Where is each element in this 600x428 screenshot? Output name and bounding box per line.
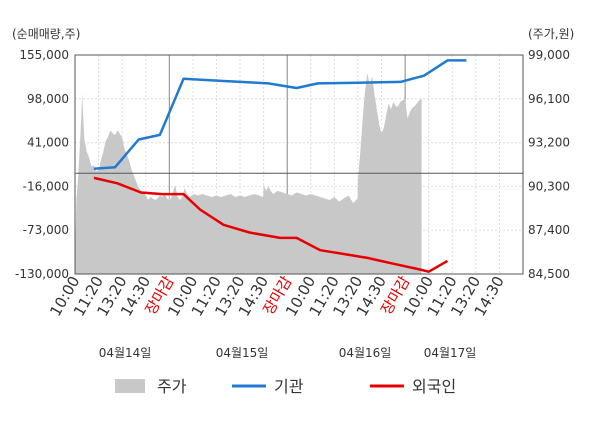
plot-frame — [74, 54, 524, 275]
price-area-series — [75, 73, 422, 274]
left-tick-label: -130,000 — [15, 267, 69, 281]
right-axis-ticks: 99,000 96,100 93,200 90,300 87,400 84,500 — [528, 48, 570, 281]
left-axis-unit: (순매매량,주) — [12, 27, 80, 41]
left-tick-label: 41,000 — [27, 136, 69, 150]
right-axis-unit: (주가,원) — [528, 27, 574, 41]
legend: 주가 기관 외국인 — [115, 377, 456, 396]
right-tick-label: 90,300 — [528, 179, 570, 193]
foreigner-line — [93, 176, 449, 273]
legend-label: 기관 — [274, 377, 304, 396]
right-tick-label: 99,000 — [528, 48, 570, 62]
x-axis-ticks: 10:0011:2013:2014:30장마감10:0011:2013:2014… — [46, 273, 508, 320]
date-label: 04월15일 — [216, 346, 269, 360]
left-axis-ticks: 155,000 98,000 41,000 -16,000 -73,000 -130,00… — [15, 48, 69, 281]
left-tick-label: 98,000 — [27, 92, 69, 106]
legend-label: 외국인 — [412, 377, 456, 396]
legend-label: 주가 — [157, 377, 187, 396]
series-layer — [75, 59, 467, 274]
institution-line — [93, 59, 467, 170]
right-tick-label: 84,500 — [528, 267, 570, 281]
left-tick-label: -16,000 — [23, 179, 69, 193]
right-tick-label: 87,400 — [528, 223, 570, 237]
date-labels: 04월14일 04월15일 04월16일 04월17일 — [99, 346, 477, 360]
legend-swatch-price — [115, 379, 145, 393]
left-tick-label: 155,000 — [19, 48, 69, 62]
right-tick-label: 96,100 — [528, 92, 570, 106]
left-tick-label: -73,000 — [23, 223, 69, 237]
date-label: 04월16일 — [339, 346, 392, 360]
date-label: 04월14일 — [99, 346, 152, 360]
right-tick-label: 93,200 — [528, 136, 570, 150]
date-label: 04월17일 — [424, 346, 477, 360]
